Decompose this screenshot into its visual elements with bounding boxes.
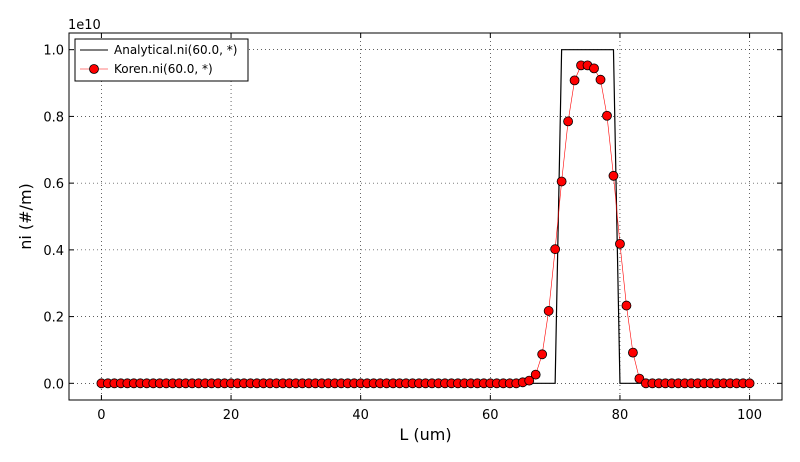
legend-label-analytical: Analytical.ni(60.0, *) [114, 43, 237, 57]
grid-layer [69, 33, 782, 400]
data-point-koren [608, 170, 619, 181]
x-tick-label: 80 [612, 408, 629, 423]
x-tick-label: 100 [737, 408, 762, 423]
data-point-koren [537, 349, 548, 360]
legend-label-koren: Koren.ni(60.0, *) [114, 62, 213, 76]
data-point-koren [569, 75, 580, 86]
data-point-koren [556, 176, 567, 187]
data-point-koren [530, 369, 541, 380]
data-point-koren [589, 63, 599, 74]
data-point-koren [744, 378, 755, 389]
y-tick-label: 0.0 [43, 377, 64, 392]
data-point-koren [563, 116, 573, 127]
y-offset-text: 1e10 [68, 18, 101, 33]
data-point-koren [602, 110, 612, 121]
y-tick-label: 0.2 [43, 311, 64, 326]
legend: Analytical.ni(60.0, *) Koren.ni(60.0, *) [74, 38, 249, 82]
data-point-koren [628, 347, 638, 358]
y-tick-label: 0.8 [43, 110, 64, 125]
legend-box [74, 38, 249, 82]
x-tick-label: 40 [352, 408, 369, 423]
ticks-layer: 0 20 40 60 80 100 0.0 0.2 0.4 0.6 0.8 1.0 [43, 33, 782, 423]
x-tick-label: 0 [97, 408, 105, 423]
legend-marker-koren [89, 64, 99, 74]
data-point-koren [543, 306, 554, 316]
y-tick-label: 1.0 [43, 44, 64, 59]
y-axis-label: ni (#/m) [16, 183, 35, 250]
series-line-koren [101, 65, 750, 384]
data-point-koren [615, 238, 625, 249]
plot-frame [68, 32, 783, 401]
x-tick-label: 20 [223, 408, 240, 423]
x-tick-label: 60 [482, 408, 499, 423]
data-point-koren [595, 74, 606, 85]
series-line-analytical [101, 49, 750, 384]
data-point-koren [524, 375, 535, 386]
series-layer [96, 49, 755, 389]
x-axis-label: L (um) [399, 425, 451, 444]
y-tick-label: 0.4 [43, 244, 64, 259]
data-point-koren [550, 244, 561, 255]
y-tick-label: 0.6 [43, 177, 64, 192]
data-point-koren [621, 300, 632, 311]
